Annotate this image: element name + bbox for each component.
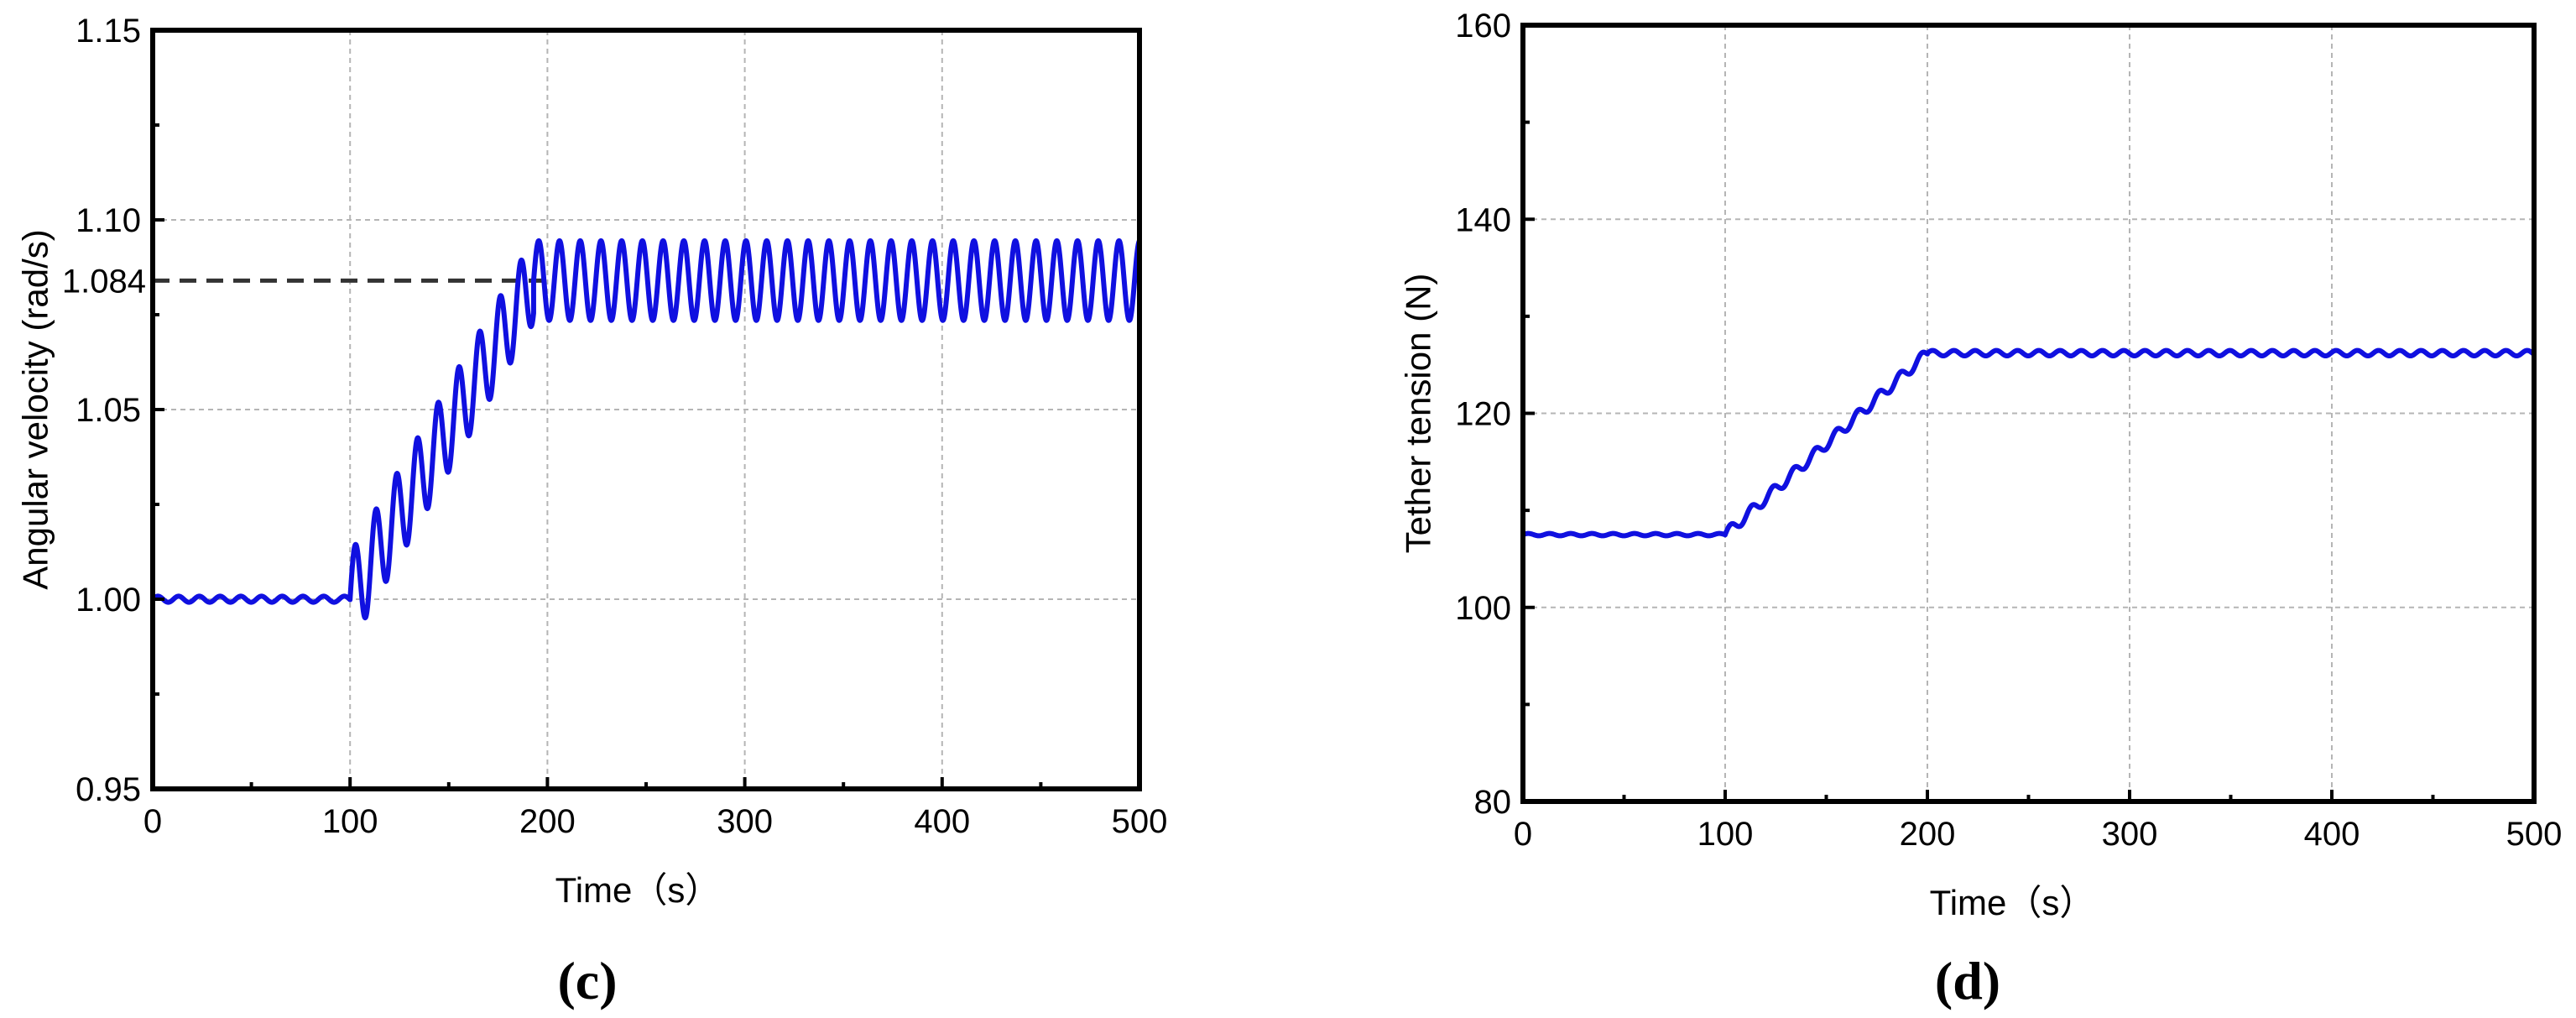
x-tick-label-c: 100 bbox=[322, 803, 378, 840]
y-tick-label-d: 160 bbox=[1455, 8, 1511, 44]
grid-c bbox=[153, 30, 1139, 789]
x-tick-label-c: 400 bbox=[914, 803, 970, 840]
y-tick-label-d: 100 bbox=[1455, 590, 1511, 627]
y-tick-label-c: 0.95 bbox=[76, 771, 141, 808]
series-line-d bbox=[1520, 347, 2537, 539]
x-tick-labels-c: 0 100 200 300 400 500 bbox=[143, 803, 1168, 840]
x-tick-label-d: 500 bbox=[2506, 816, 2563, 853]
x-tick-label-d: 300 bbox=[2102, 816, 2158, 853]
annotation-label-1084: 1.084 bbox=[62, 263, 146, 300]
y-tick-label-d: 80 bbox=[1474, 784, 1512, 821]
panel-label-d: (d) bbox=[1935, 951, 2000, 1010]
y-tick-label-c: 1.10 bbox=[76, 202, 141, 239]
y-tick-label-c: 1.15 bbox=[76, 13, 141, 50]
panel-label-c: (c) bbox=[557, 951, 617, 1010]
x-axis-label-d: Time（s） bbox=[1930, 883, 2095, 922]
y-tick-label-d: 120 bbox=[1455, 396, 1511, 433]
chart-panel-c: 0 100 200 300 400 500 0.95 1.00 1.05 1.10 1.15 1.… bbox=[16, 13, 1168, 1010]
x-tick-label-c: 200 bbox=[519, 803, 576, 840]
y-tick-label-c: 1.05 bbox=[76, 392, 141, 429]
series-d bbox=[1520, 347, 2537, 539]
y-tick-labels-c: 0.95 1.00 1.05 1.10 1.15 bbox=[76, 13, 141, 808]
x-tick-label-d: 100 bbox=[1697, 816, 1754, 853]
series-c bbox=[150, 238, 1142, 621]
x-tick-label-d: 0 bbox=[1514, 816, 1532, 853]
x-tick-label-c: 0 bbox=[143, 803, 162, 840]
x-tick-labels-d: 0 100 200 300 400 500 bbox=[1514, 816, 2563, 853]
x-tick-label-d: 200 bbox=[1900, 816, 1956, 853]
ticks-d bbox=[1521, 23, 2536, 803]
grid-d bbox=[1523, 25, 2534, 801]
x-tick-label-c: 500 bbox=[1112, 803, 1168, 840]
series-line-c bbox=[150, 238, 1142, 621]
y-axis-label-d: Tether tension (N) bbox=[1399, 274, 1438, 554]
y-tick-labels-d: 80 100 120 140 160 bbox=[1455, 8, 1511, 821]
x-axis-label-c: Time（s） bbox=[555, 870, 721, 910]
ticks-c bbox=[151, 29, 1141, 791]
y-axis-label-c: Angular velocity (rad/s) bbox=[16, 229, 55, 590]
x-tick-label-c: 300 bbox=[717, 803, 773, 840]
y-tick-label-d: 140 bbox=[1455, 201, 1511, 238]
x-tick-label-d: 400 bbox=[2304, 816, 2360, 853]
y-tick-label-c: 1.00 bbox=[76, 582, 141, 619]
